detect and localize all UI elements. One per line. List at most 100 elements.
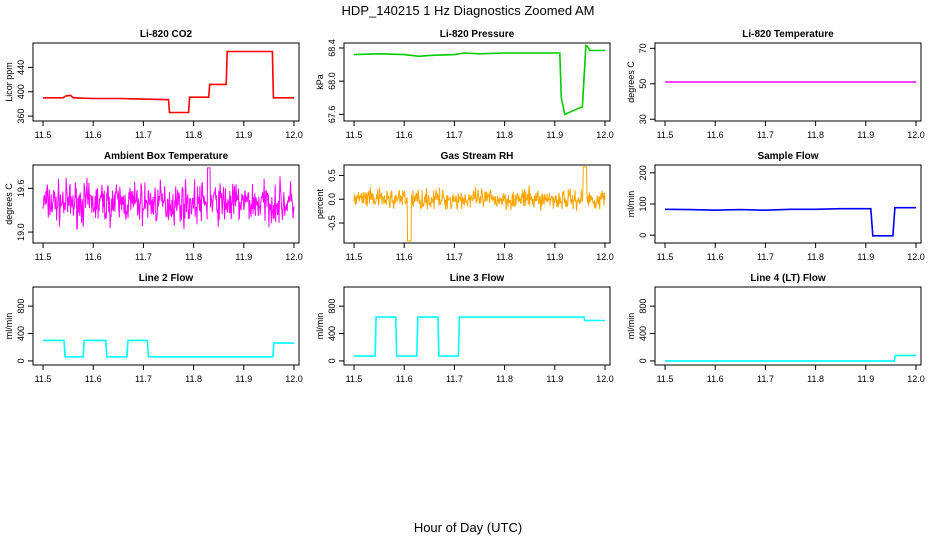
x-tick-label: 12.0 [907,130,925,140]
series-line [353,166,606,242]
panel-title: Sample Flow [757,151,818,162]
x-tick-label: 11.8 [807,130,824,140]
x-tick-label: 11.7 [135,252,152,262]
y-axis-label: ml/min [626,313,636,340]
plot-frame [32,42,300,122]
y-axis-label: percent [315,188,325,219]
x-tick-label: 12.0 [596,130,614,140]
x-tick-label: 11.5 [657,130,674,140]
x-tick-label: 11.8 [496,252,513,262]
x-tick-label: 11.6 [396,130,413,140]
y-tick-label: 400 [638,326,648,341]
panel-li-820-co2: Li-820 CO2 11.5 11.6 11.7 11.8 11.9 12.0 360 400… [4,29,303,140]
y-axis-label: degrees C [4,183,14,225]
x-tick-label: 11.9 [235,130,252,140]
y-tick-label: 50 [638,79,648,89]
plot-frame [32,164,300,244]
trace-group [665,354,916,362]
x-tick-label: 11.6 [85,374,102,384]
x-tick-label: 11.9 [857,130,874,140]
panel-title: Line 2 Flow [139,273,194,284]
x-tick-label: 11.8 [496,374,513,384]
y-axis-label: kPa [315,74,325,90]
x-tick-label: 12.0 [907,252,925,262]
x-tick-label: 11.6 [85,252,102,262]
x-tick-label: 11.9 [235,252,252,262]
panel-gas-stream-rh: Gas Stream RH 11.5 11.6 11.7 11.8 11.9 12.0 -0.… [315,151,614,262]
trace-group [354,316,605,357]
x-tick-label: 11.5 [346,130,363,140]
y-tick-label: 0.5 [327,169,337,182]
x-tick-label: 11.6 [396,374,413,384]
x-tick-label: 12.0 [907,374,925,384]
x-tick-label: 11.8 [185,130,202,140]
y-axis-label: ml/min [315,313,325,340]
y-tick-label: 19.0 [16,223,26,241]
y-tick-label: 360 [16,109,26,124]
x-tick-label: 12.0 [596,252,614,262]
panel-title: Line 3 Flow [450,273,505,284]
x-tick-label: 11.7 [757,130,774,140]
x-tick-label: 11.7 [757,374,774,384]
trace-group [43,339,294,358]
series-line [43,339,294,358]
x-tick-label: 11.8 [807,374,824,384]
trace-group [664,206,916,237]
x-tick-label: 11.9 [546,252,563,262]
y-tick-label: 200 [638,165,648,180]
trace-group [42,167,295,230]
y-tick-label: 67.6 [327,106,337,124]
panel-title: Line 4 (LT) Flow [750,273,826,284]
y-tick-label: 0 [327,358,337,363]
y-tick-label: 0 [638,233,648,238]
x-tick-label: 11.7 [135,130,152,140]
plot-frame [32,286,300,366]
y-tick-label: 400 [327,326,337,341]
y-tick-label: 30 [638,114,648,124]
plot-frame [343,42,611,122]
x-tick-label: 11.5 [657,252,674,262]
y-tick-label: 100 [638,196,648,211]
figure-title: HDP_140215 1 Hz Diagnostics Zoomed AM [342,3,595,18]
x-tick-label: 11.7 [135,374,152,384]
y-axis-label: Licor ppm [4,62,14,102]
y-axis-label: degrees C [626,61,636,103]
y-tick-label: 800 [638,299,648,314]
series-line [353,44,605,116]
x-tick-label: 11.7 [757,252,774,262]
x-tick-label: 11.5 [346,252,363,262]
y-tick-label: 440 [16,60,26,75]
y-tick-label: 400 [16,84,26,99]
y-tick-label: 68.4 [327,39,337,57]
x-tick-label: 11.5 [35,374,52,384]
panel-title: Ambient Box Temperature [104,151,229,162]
x-tick-label: 11.9 [857,374,874,384]
x-tick-label: 11.8 [185,252,202,262]
x-tick-label: 11.8 [807,252,824,262]
x-tick-label: 11.6 [707,252,724,262]
panel-ambient-box-temperature: Ambient Box Temperature 11.5 11.6 11.7 11.8 1… [4,151,303,262]
trace-group [353,44,605,116]
y-tick-label: -0.5 [327,215,337,231]
panels-group: Li-820 CO2 11.5 11.6 11.7 11.8 11.9 12.0 360 400… [4,29,925,384]
plot-frame [343,286,611,366]
panel-title: Li-820 Pressure [440,29,515,40]
x-tick-label: 11.5 [35,130,52,140]
panel-title: Li-820 Temperature [742,29,834,40]
x-tick-label: 12.0 [285,130,303,140]
plot-frame [343,164,611,244]
plot-frame [654,42,922,122]
x-tick-label: 11.9 [235,374,252,384]
y-tick-label: 800 [327,299,337,314]
plot-frame [654,286,922,366]
panel-li-820-pressure: Li-820 Pressure 11.5 11.6 11.7 11.8 11.9 12.0 6… [315,29,614,140]
y-axis-label: ml/min [4,313,14,340]
x-tick-label: 11.8 [496,130,513,140]
y-tick-label: 19.6 [16,180,26,198]
x-tick-label: 11.9 [546,374,563,384]
y-tick-label: 0.0 [327,193,337,206]
series-line [43,50,294,114]
x-tick-label: 11.6 [396,252,413,262]
panel-sample-flow: Sample Flow 11.5 11.6 11.7 11.8 11.9 12.0 0 100 2… [626,151,925,262]
y-tick-label: 800 [16,299,26,314]
